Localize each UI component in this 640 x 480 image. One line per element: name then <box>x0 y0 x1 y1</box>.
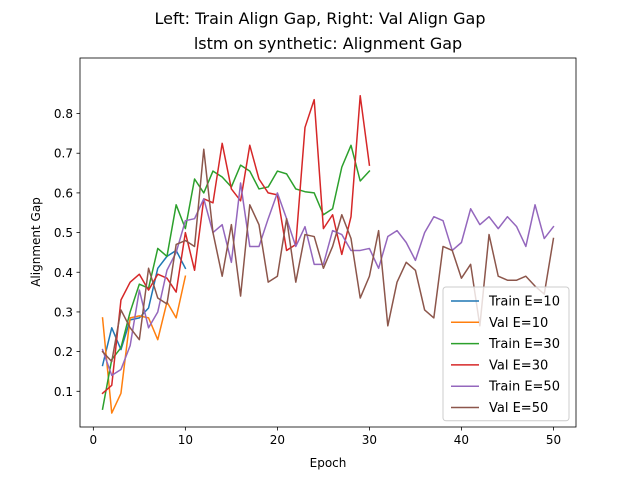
y-axis: 0.1 0.2 0.3 0.4 0.5 0.6 0.7 0.8 <box>54 107 80 399</box>
y-tick-label: 0.5 <box>54 226 73 240</box>
x-tick-label: 50 <box>546 433 561 447</box>
legend-label: Train E=30 <box>488 337 560 352</box>
legend: Train E=10 Val E=10 Train E=30 Val E=30 Trai… <box>442 286 570 422</box>
y-tick-label: 0.4 <box>54 266 73 280</box>
x-tick-label: 10 <box>178 433 193 447</box>
y-tick-label: 0.8 <box>54 107 73 121</box>
chart-title: lstm on synthetic: Alignment Gap <box>194 34 462 53</box>
series-line-3 <box>101 144 371 411</box>
series-line-2 <box>101 275 187 414</box>
plot-frame <box>79 57 577 428</box>
legend-label: Train E=10 <box>488 295 560 310</box>
y-tick-label: 0.7 <box>54 147 73 161</box>
legend-box <box>442 286 570 422</box>
y-tick-label: 0.1 <box>54 385 73 399</box>
legend-label: Train E=50 <box>488 380 560 395</box>
legend-label: Val E=30 <box>489 358 548 373</box>
legend-label: Val E=50 <box>489 401 548 416</box>
y-tick-label: 0.2 <box>54 345 73 359</box>
series-line-5 <box>101 182 555 377</box>
legend-label: Val E=10 <box>489 316 548 331</box>
x-tick-label: 30 <box>362 433 377 447</box>
plot-area <box>79 57 577 428</box>
y-tick-label: 0.3 <box>54 305 73 319</box>
figure-suptitle: Left: Train Align Gap, Right: Val Align … <box>154 9 485 28</box>
x-tick-label: 40 <box>454 433 469 447</box>
series-line-4 <box>101 94 371 395</box>
y-tick-label: 0.6 <box>54 186 73 200</box>
x-tick-label: 0 <box>90 433 98 447</box>
x-tick-label: 20 <box>270 433 285 447</box>
x-axis-label: Epoch <box>310 456 347 470</box>
x-axis: 0 10 20 30 40 50 <box>90 427 561 447</box>
y-axis-label: Alignment Gap <box>29 197 43 287</box>
